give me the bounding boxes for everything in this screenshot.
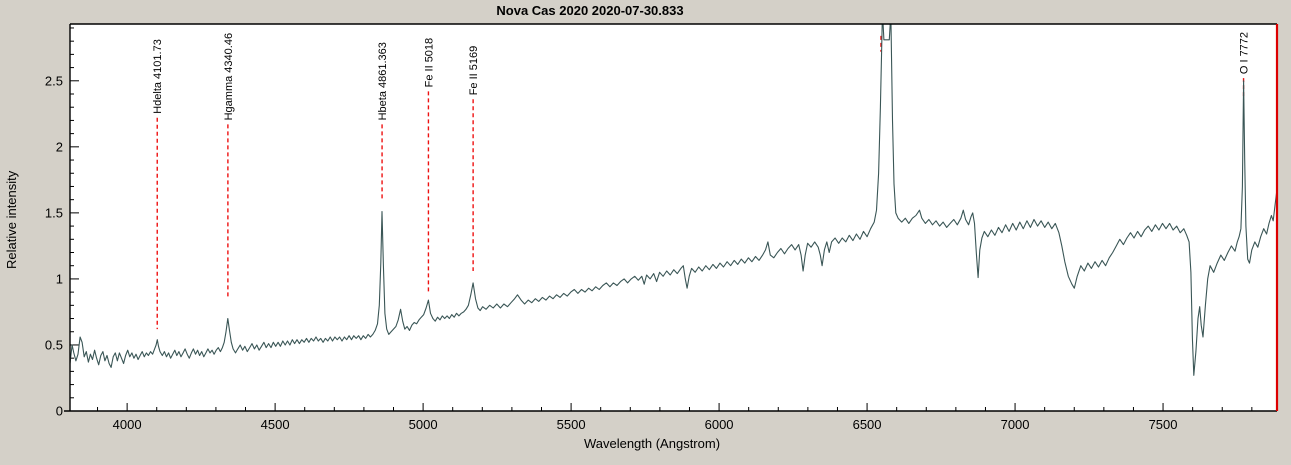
x-tick-label: 7000 [1001,417,1030,432]
y-tick-label: 2 [56,139,63,154]
x-tick-label: 6500 [853,417,882,432]
y-tick-label: 2.5 [45,73,63,88]
x-axis-title: Wavelength (Angstrom) [583,436,721,451]
chart-title: Nova Cas 2020 2020-07-30.833 [496,3,684,18]
spectrum-curve [69,23,1278,376]
line-marker-label: Hgamma 4340.46 [223,33,235,120]
x-tick-label: 6000 [705,417,734,432]
y-tick-label: 1.5 [45,205,63,220]
x-tick-label: 5000 [409,417,438,432]
y-tick-label: 0 [56,404,63,419]
line-marker-label: O I 7772 [1239,32,1251,74]
line-marker-label: Hdelta 4101.73 [152,39,164,114]
x-tick-label: 5500 [557,417,586,432]
x-tick-label: 4000 [113,417,142,432]
line-marker-label: Hbeta 4861.363 [377,42,389,120]
x-tick-label: 4500 [261,417,290,432]
line-marker-label: Fe II 5169 [468,46,480,96]
plot-area [70,24,1277,411]
x-tick-label: 7500 [1149,417,1178,432]
line-marker-label: Fe II 5018 [423,38,435,88]
y-tick-label: 0.5 [45,337,63,352]
y-tick-label: 1 [56,271,63,286]
